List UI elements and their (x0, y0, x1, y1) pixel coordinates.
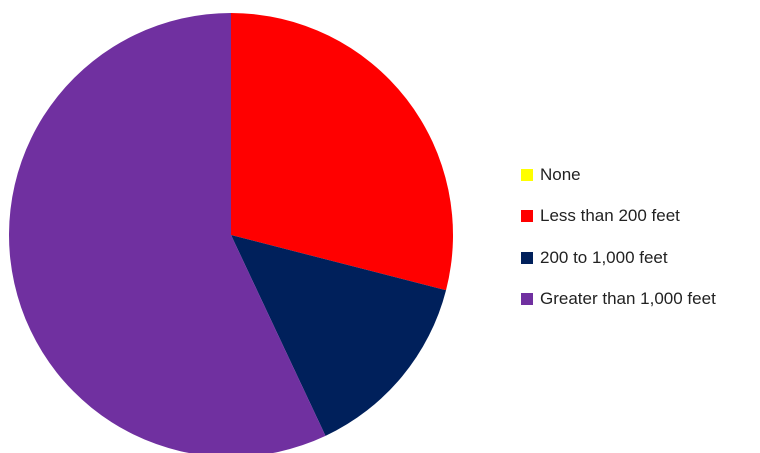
pie-slice-greater-than-1000-feet (9, 13, 326, 453)
legend-swatch-greater-than-1000-feet (521, 293, 533, 305)
legend-item-200-to-1000-feet: 200 to 1,000 feet (521, 244, 716, 271)
legend-label-none: None (540, 164, 581, 184)
legend-item-less-than-200-feet: Less than 200 feet (521, 203, 716, 230)
legend-item-none: None (521, 161, 716, 188)
legend-swatch-less-than-200-feet (521, 210, 533, 222)
legend-item-greater-than-1000-feet: Greater than 1,000 feet (521, 286, 716, 313)
pie-slice-200-to-1000-feet (231, 235, 447, 436)
legend-swatch-200-to-1000-feet (521, 251, 533, 264)
legend-label-greater-than-1000-feet: Greater than 1,000 feet (540, 289, 716, 308)
legend-label-less-than-200-feet: Less than 200 feet (540, 206, 680, 225)
legend-label-200-to-1000-feet: 200 to 1,000 feet (540, 247, 668, 267)
pie-slice-less-than-200-feet (231, 13, 454, 291)
legend: None Less than 200 feet 200 to 1,000 fee… (521, 161, 716, 327)
pie-plot (9, 13, 454, 453)
legend-swatch-none (521, 168, 533, 181)
